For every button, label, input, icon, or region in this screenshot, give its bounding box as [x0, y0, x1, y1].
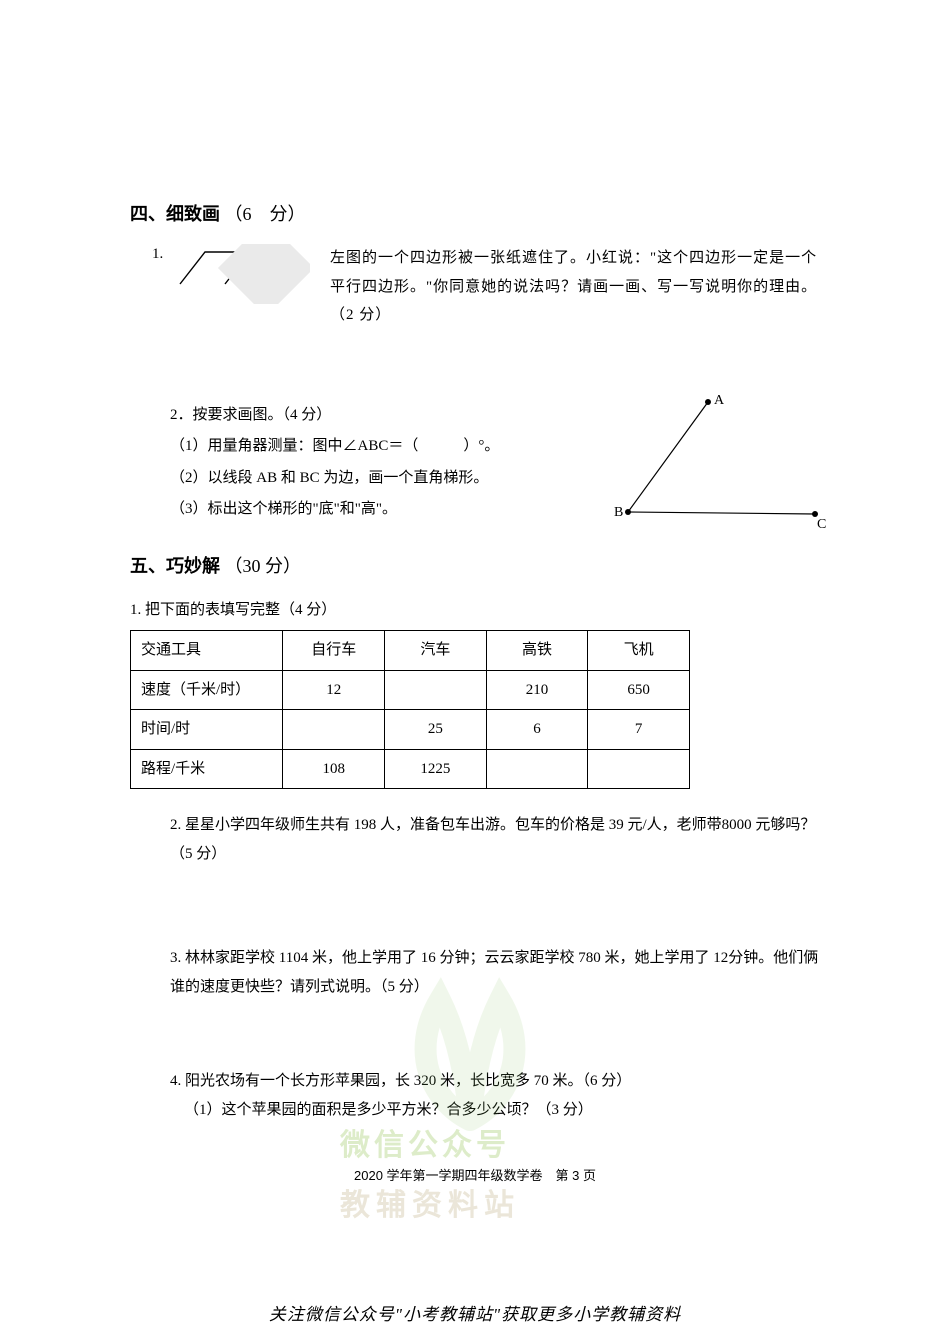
q4-1-figure: 1. — [170, 244, 310, 304]
watermark-leaf-icon — [360, 960, 580, 1140]
bottom-note: 关注微信公众号"小考教辅站"获取更多小学教辅资料 — [0, 1300, 950, 1325]
q5-1-intro: 1. 把下面的表填写完整（4 分） — [130, 596, 820, 625]
section-4-heading: 四、细致画 （6 分） — [130, 200, 820, 226]
page-footer: 2020 学年第一学期四年级数学卷 第 3 页 — [0, 1165, 950, 1184]
section-5-heading: 五、巧妙解 （30 分） — [130, 552, 820, 578]
question-4-2: 2．按要求画图。（4 分） （1）用量角器测量：图中∠ABC＝（ ）°。 （2）… — [130, 400, 820, 526]
section-4-points: （6 分） — [225, 204, 306, 224]
parallelogram-diagram — [170, 244, 310, 304]
question-5-2: 2. 星星小学四年级师生共有 198 人，准备包车出游。包车的价格是 39 元/… — [130, 811, 820, 868]
section-5-points: （30 分） — [225, 556, 302, 576]
section-5-title: 五、巧妙解 — [130, 556, 220, 576]
blank-space — [130, 884, 820, 944]
watermark-text-1: 微信公众号 — [340, 1120, 510, 1164]
q4-1-text: 左图的一个四边形被一张纸遮住了。小红说："这个四边形一定是一个平行四边形。"你同… — [330, 244, 820, 330]
question-4-1: 1. 左图的一个四边形被一张纸遮住了。小红说："这个四边形一定是一个平行四边形。… — [130, 244, 820, 330]
svg-text:C: C — [817, 517, 826, 530]
angle-diagram: A B C — [610, 390, 830, 530]
section-4-title: 四、细致画 — [130, 204, 220, 224]
q4-1-number: 1. — [152, 246, 163, 263]
svg-text:B: B — [614, 505, 623, 520]
question-5-1: 1. 把下面的表填写完整（4 分） 交通工具自行车汽车高铁飞机速度（千米/时）1… — [130, 596, 820, 790]
vehicle-table: 交通工具自行车汽车高铁飞机速度（千米/时）12210650时间/时2567路程/… — [130, 630, 690, 789]
q4-2-figure: A B C — [610, 390, 830, 530]
watermark-text-2: 教辅资料站 — [340, 1180, 520, 1224]
svg-text:A: A — [714, 393, 725, 408]
